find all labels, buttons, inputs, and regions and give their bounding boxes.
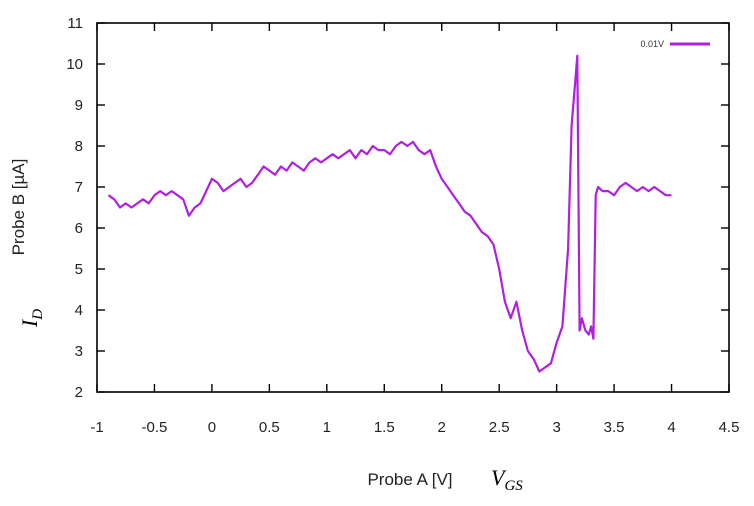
- series-line-0: [107, 54, 672, 373]
- plot-frame: [96, 22, 730, 393]
- x-tick-label: -0.5: [142, 419, 168, 436]
- y-tick-label: 4: [75, 302, 83, 319]
- legend-label: 0.01V: [640, 39, 664, 49]
- x-tick-label: 3: [552, 419, 560, 436]
- x-tick-label: 4.5: [719, 419, 740, 436]
- y-tick-label: 8: [75, 138, 83, 155]
- y-tick-label: 2: [75, 384, 83, 401]
- x-tick-label: 4: [667, 419, 675, 436]
- legend: 0.01V: [640, 39, 710, 49]
- x-tick-label: 3.5: [604, 419, 625, 436]
- x-tick-label: 0.5: [259, 419, 280, 436]
- x-tick-label: 2: [438, 419, 446, 436]
- y-tick-label: 3: [75, 343, 83, 360]
- series-layer: [107, 54, 672, 373]
- y-tick-label: 6: [75, 220, 83, 237]
- y-axis-title: Probe B [µA]: [9, 159, 28, 256]
- x-tick-label: 0: [208, 419, 216, 436]
- y-tick-label: 9: [75, 97, 83, 114]
- x-symbol-label: VGS: [491, 465, 523, 494]
- x-tick-label: 1: [323, 419, 331, 436]
- x-tick-label: 1.5: [374, 419, 395, 436]
- y-tick-label: 7: [75, 179, 83, 196]
- x-tick-label: -1: [90, 419, 103, 436]
- y-symbol-label: ID: [17, 309, 46, 328]
- x-axis-ticks: -1 -0.5 0 0.5 1 1.5 2 2.5 3 3.5 4 4.5: [90, 23, 739, 436]
- x-axis-title: Probe A [V]: [367, 470, 452, 489]
- y-tick-label: 11: [67, 15, 83, 32]
- y-tick-label: 10: [66, 56, 83, 73]
- x-tick-label: 2.5: [489, 419, 510, 436]
- y-tick-label: 5: [75, 261, 83, 278]
- y-axis-ticks: 2 3 4 5 6 7 8 9 10 11: [66, 15, 729, 401]
